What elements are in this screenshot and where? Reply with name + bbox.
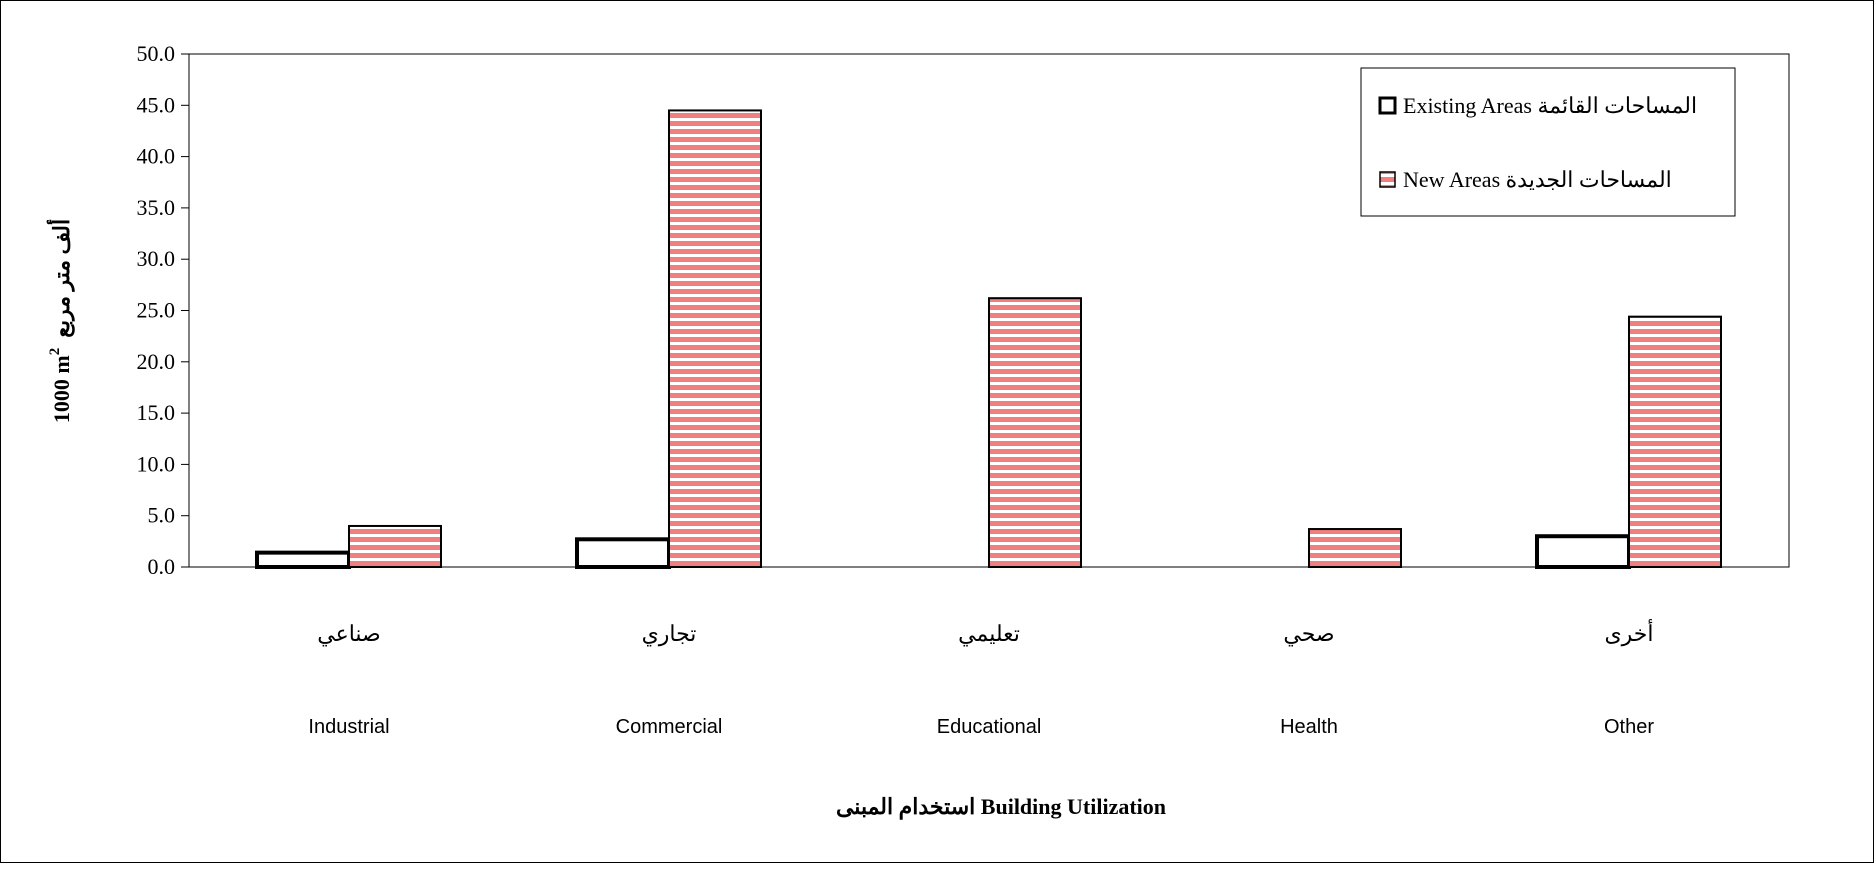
y-tick-label: 35.0 — [137, 195, 176, 220]
x-category-label-english: Educational — [937, 716, 1042, 738]
y-tick-label: 0.0 — [148, 554, 176, 579]
y-tick-label: 15.0 — [137, 400, 176, 425]
y-axis-title-unit: 1000 m — [49, 355, 74, 423]
x-axis-categories: صناعي Industrial تجاري Commercial تعليمي Educ… — [308, 618, 1654, 738]
y-axis-title-superscript: 2 — [47, 348, 63, 356]
x-category-label-arabic: تعليمي — [958, 621, 1020, 646]
legend-swatch-new — [1379, 171, 1396, 188]
legend-swatch-existing — [1378, 96, 1397, 115]
x-category-label-english: Other — [1604, 716, 1654, 738]
y-tick-label: 20.0 — [137, 349, 176, 374]
y-tick-label: 5.0 — [148, 503, 176, 528]
y-tick-label: 50.0 — [137, 41, 176, 66]
x-axis-title: استخدام المبنى Building Utilization — [836, 794, 1166, 820]
y-tick-label: 40.0 — [137, 144, 176, 169]
bars — [255, 109, 1722, 569]
bar-existing-areas — [575, 537, 671, 569]
x-category-label-arabic: صحي — [1283, 621, 1334, 646]
bar-existing-areas — [255, 550, 351, 569]
bar-new-areas — [1628, 315, 1722, 568]
bar-new-areas — [988, 297, 1082, 568]
y-tick-label: 10.0 — [137, 451, 176, 476]
x-category-label-english: Health — [1280, 716, 1338, 738]
y-axis-title: 1000 m2 ألف متر مربع — [46, 219, 75, 423]
y-tick-label: 30.0 — [137, 246, 176, 271]
legend-label-existing: Existing Areas المساحات القائمة — [1403, 93, 1697, 118]
bar-new-areas — [668, 109, 762, 569]
x-category-label-arabic: تجاري — [642, 621, 697, 647]
legend-label-new: New Areas المساحات الجديدة — [1403, 167, 1672, 192]
x-category-label-arabic: صناعي — [317, 621, 381, 646]
legend-box — [1360, 67, 1736, 217]
bar-new-areas — [348, 524, 442, 569]
bar-new-areas — [1308, 528, 1402, 569]
bar-existing-areas — [1535, 534, 1631, 569]
y-axis-title-arabic: ألف متر مربع — [46, 219, 75, 338]
y-axis-ticks: 0.0 5.0 10.0 15.0 20.0 25.0 30.0 35.0 40.0 45.0 50… — [137, 41, 189, 579]
x-category-label-english: Commercial — [616, 716, 723, 738]
legend: Existing Areas المساحات القائمة New Area… — [1360, 67, 1736, 217]
y-tick-label: 45.0 — [137, 92, 176, 117]
x-category-label-arabic: أخرى — [1604, 618, 1653, 647]
y-tick-label: 25.0 — [137, 298, 176, 323]
x-category-label-english: Industrial — [308, 716, 389, 738]
